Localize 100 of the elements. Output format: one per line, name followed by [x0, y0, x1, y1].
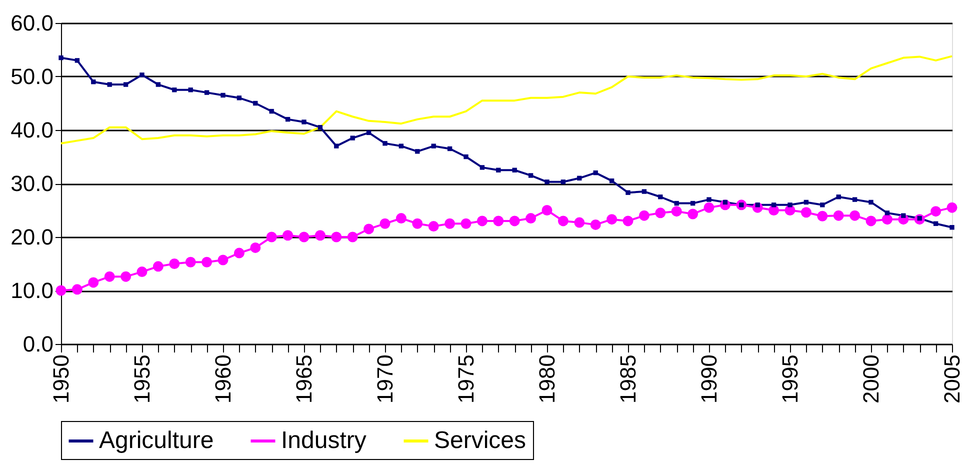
point: [590, 219, 601, 230]
x-tick-label: 2005: [940, 354, 964, 404]
point: [833, 210, 844, 221]
point: [542, 205, 552, 216]
point: [460, 218, 472, 229]
point: [658, 194, 663, 200]
point: [544, 180, 550, 184]
point: [868, 200, 874, 205]
point: [817, 210, 828, 222]
x-tick-label: 2000: [858, 354, 884, 404]
point: [91, 80, 96, 84]
point: [58, 55, 64, 60]
point: [107, 82, 112, 87]
point: [674, 200, 679, 206]
point: [415, 149, 420, 154]
point: [820, 202, 825, 208]
point: [169, 258, 180, 269]
point: [509, 216, 520, 226]
point: [285, 116, 290, 122]
point: [234, 248, 244, 258]
point: [526, 213, 536, 224]
x-tick-label: 1985: [616, 354, 640, 404]
point: [884, 210, 890, 216]
point: [704, 202, 714, 213]
point: [609, 178, 614, 184]
point: [88, 277, 99, 288]
point: [622, 216, 634, 226]
point: [850, 210, 860, 221]
point: [946, 202, 958, 213]
legend-label: Agriculture: [99, 427, 214, 454]
x-tick-label: 1990: [696, 354, 722, 404]
point: [136, 266, 148, 278]
point: [706, 197, 712, 202]
point: [123, 82, 128, 87]
point: [512, 168, 517, 172]
point: [852, 197, 858, 202]
point: [74, 58, 80, 63]
point: [882, 214, 892, 225]
point: [493, 216, 504, 226]
point: [933, 221, 938, 226]
point: [366, 130, 372, 136]
point: [412, 218, 423, 229]
point: [347, 232, 358, 242]
y-tick-label: 30.0: [10, 171, 54, 196]
point: [800, 207, 812, 218]
point: [364, 224, 374, 234]
point: [152, 261, 164, 272]
point: [642, 189, 647, 194]
point: [528, 173, 534, 178]
point: [447, 146, 452, 152]
point: [671, 206, 682, 217]
point: [172, 88, 177, 92]
y-tick-label: 40.0: [10, 118, 54, 142]
point: [396, 213, 406, 224]
point: [218, 254, 228, 266]
x-tick-label: 1950: [48, 354, 74, 404]
point: [334, 144, 339, 148]
point: [901, 213, 906, 218]
point: [282, 230, 294, 241]
point: [638, 210, 650, 221]
point: [350, 136, 355, 140]
point: [577, 176, 582, 180]
x-tick-label: 1955: [130, 354, 154, 404]
point: [593, 170, 598, 176]
point: [302, 120, 306, 124]
point: [398, 144, 404, 148]
x-tick-label: 1960: [210, 354, 236, 404]
point: [331, 232, 342, 242]
y-tick-label: 60.0: [10, 10, 54, 36]
point: [771, 202, 776, 208]
point: [950, 225, 954, 230]
point: [253, 100, 258, 106]
point: [104, 271, 115, 282]
y-tick-label: 20.0: [10, 224, 54, 250]
point: [574, 217, 585, 228]
point: [269, 108, 274, 114]
point: [496, 168, 501, 172]
point: [558, 216, 568, 226]
x-tick-label: 1970: [372, 354, 398, 404]
point: [476, 216, 488, 226]
y-tick-label: 0.0: [22, 332, 54, 356]
y-tick-label: 50.0: [10, 64, 54, 89]
point: [266, 232, 277, 242]
x-tick-label: 1965: [292, 354, 316, 404]
point: [606, 214, 618, 225]
y-tick-label: 10.0: [10, 278, 54, 303]
point: [314, 230, 326, 241]
point: [236, 96, 242, 100]
point: [220, 92, 226, 98]
point: [185, 256, 196, 268]
point: [156, 82, 161, 87]
point: [690, 200, 696, 206]
point: [120, 271, 132, 282]
point: [431, 144, 436, 148]
point: [866, 216, 876, 226]
point: [202, 256, 212, 268]
point: [788, 202, 792, 208]
legend-label: Services: [434, 427, 526, 454]
point: [930, 206, 942, 217]
point: [72, 284, 82, 295]
